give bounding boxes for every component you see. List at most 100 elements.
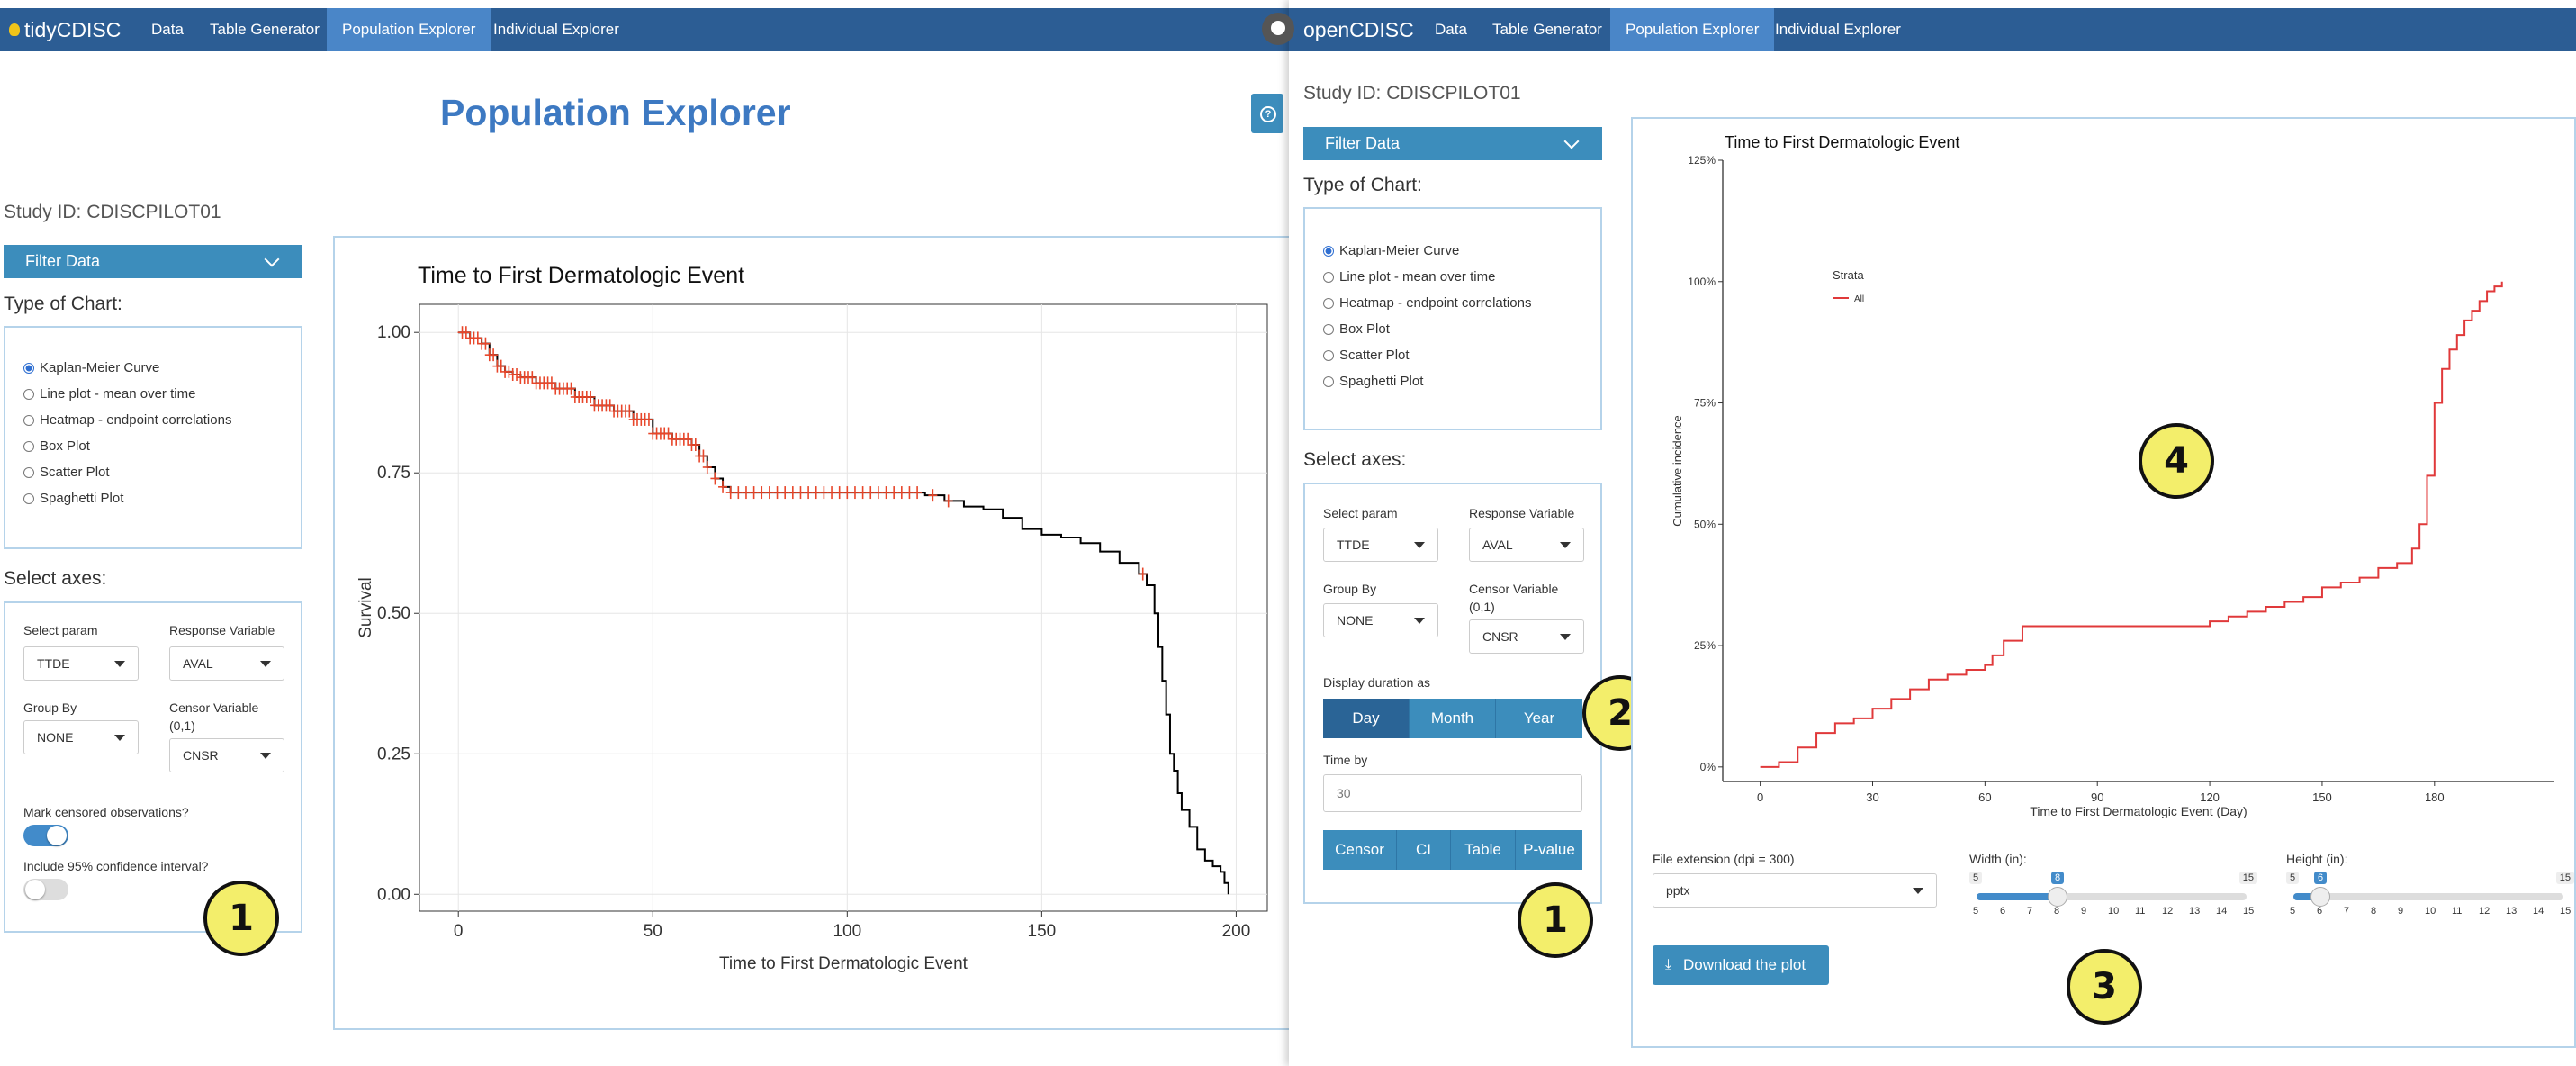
duration-day-button[interactable]: Day (1323, 699, 1410, 738)
x-tick-label: 200 (1222, 922, 1251, 941)
left-radio-box-plot[interactable]: Box Plot (23, 438, 90, 454)
y-tick-label: 0.25 (377, 745, 410, 763)
annotation-badge-1-right: 1 (1518, 882, 1593, 958)
radio-icon (23, 493, 34, 504)
caret-down-icon (260, 661, 271, 667)
left-radio-spaghetti-plot[interactable]: Spaghetti Plot (23, 491, 123, 506)
left-response-select[interactable]: AVAL (169, 646, 284, 681)
duration-month-button[interactable]: Month (1410, 699, 1496, 738)
left-censor-select[interactable]: CNSR (169, 738, 284, 772)
right-navbar: openCDISC Data Table Generator Populatio… (1289, 8, 2576, 51)
annotation-badge-1-left: 1 (203, 881, 279, 956)
slider-tick-label: 8 (2371, 906, 2377, 917)
slider-tick-label: 12 (2162, 906, 2174, 917)
slider-min-label: 5 (1969, 872, 1983, 884)
slider-handle[interactable] (2048, 887, 2067, 907)
annotation-badge-3: 3 (2067, 949, 2142, 1025)
download-plot-button[interactable]: ⤓ Download the plot (1653, 945, 1829, 985)
left-study-id: Study ID: CDISCPILOT01 (4, 202, 221, 222)
right-select-param[interactable]: TTDE (1323, 528, 1438, 562)
time-by-input[interactable]: 30 (1323, 774, 1582, 812)
duration-button-group: Day Month Year (1323, 699, 1582, 738)
right-radio-line-plot[interactable]: Line plot - mean over time (1323, 269, 1495, 285)
left-navbar: tidyCDISC Data Table Generator Populatio… (0, 8, 1289, 51)
right-nav-population-explorer[interactable]: Population Explorer (1610, 8, 1775, 51)
left-radio-kaplan-meier[interactable]: Kaplan-Meier Curve (23, 360, 159, 375)
left-ci-toggle[interactable] (23, 879, 68, 900)
right-nav-table-generator[interactable]: Table Generator (1492, 21, 1602, 38)
right-radio-scatter-plot[interactable]: Scatter Plot (1323, 348, 1410, 363)
y-axis-title: Cumulative incidence (1671, 415, 1684, 527)
legend-title: Strata (1833, 268, 1864, 282)
plot-area (419, 303, 1268, 912)
height-slider[interactable]: 5 15 6 5 6 7 8 9 10 11 12 13 14 15 (2286, 872, 2574, 926)
right-censor-select[interactable]: CNSR (1469, 619, 1584, 654)
right-radio-spaghetti-plot[interactable]: Spaghetti Plot (1323, 374, 1423, 389)
x-tick-label: 0 (454, 922, 464, 941)
left-filter-data-bar[interactable]: Filter Data (4, 245, 302, 278)
slider-max-label: 15 (2238, 872, 2257, 884)
right-nav-individual-explorer[interactable]: Individual Explorer (1775, 21, 1901, 38)
censor-button[interactable]: Censor (1323, 830, 1397, 870)
left-nav-individual-explorer[interactable]: Individual Explorer (493, 21, 619, 38)
radio-label: Box Plot (1339, 321, 1390, 337)
slider-tick-label: 6 (2000, 906, 2006, 917)
left-radio-line-plot[interactable]: Line plot - mean over time (23, 386, 195, 402)
right-radio-box-plot[interactable]: Box Plot (1323, 321, 1390, 337)
right-duration-label: Display duration as (1323, 675, 1431, 690)
width-label: Width (in): (1969, 852, 2027, 866)
left-group-by-select[interactable]: NONE (23, 720, 139, 754)
radio-icon (1323, 376, 1334, 387)
right-select-param-label: Select param (1323, 506, 1398, 520)
left-radio-heatmap[interactable]: Heatmap - endpoint correlations (23, 412, 231, 428)
right-filter-data-bar[interactable]: Filter Data (1303, 127, 1602, 160)
slider-value-label: 8 (2051, 872, 2065, 884)
right-brand[interactable]: openCDISC (1303, 18, 1414, 41)
caret-down-icon (114, 735, 125, 741)
right-nav-data[interactable]: Data (1435, 21, 1467, 38)
bulb-logo-icon (9, 23, 20, 36)
y-tick-label: 25% (1694, 639, 1716, 652)
chart-title: Time to First Dermatologic Event (418, 263, 744, 288)
right-radio-kaplan-meier[interactable]: Kaplan-Meier Curve (1323, 243, 1459, 258)
left-nav-table-generator[interactable]: Table Generator (210, 21, 320, 38)
radio-icon (23, 415, 34, 426)
left-mark-censored-toggle[interactable] (23, 825, 68, 846)
select-value: pptx (1666, 883, 1690, 898)
slider-handle[interactable] (2310, 887, 2330, 907)
radio-label: Scatter Plot (40, 465, 110, 480)
slider-tick-label: 10 (2425, 906, 2436, 917)
left-chart-type-heading: Type of Chart: (4, 294, 122, 314)
slider-tick-label: 13 (2189, 906, 2201, 917)
github-icon[interactable] (1262, 13, 1294, 45)
slider-tick-label: 5 (2290, 906, 2296, 917)
left-brand[interactable]: tidyCDISC (24, 18, 122, 41)
radio-label: Line plot - mean over time (40, 386, 196, 402)
slider-track (1977, 893, 2247, 900)
ci-button[interactable]: CI (1397, 830, 1451, 870)
chevron-down-icon (1563, 133, 1580, 149)
right-group-by-select[interactable]: NONE (1323, 603, 1438, 637)
left-select-param[interactable]: TTDE (23, 646, 139, 681)
y-tick-label: 0.75 (377, 464, 410, 483)
right-response-select[interactable]: AVAL (1469, 528, 1584, 562)
slider-tick-label: 9 (2398, 906, 2404, 917)
help-button[interactable]: ? (1251, 94, 1283, 133)
duration-year-button[interactable]: Year (1496, 699, 1582, 738)
file-ext-select[interactable]: pptx (1653, 873, 1937, 908)
slider-tick-label: 13 (2506, 906, 2517, 917)
github-octocat-shape (1271, 21, 1285, 35)
table-button[interactable]: Table (1451, 830, 1516, 870)
km-chart: 0 50 100 150 200 0.00 0.25 0.50 0.75 1.00 Time to … (356, 263, 1268, 973)
p-value-button[interactable]: P-value (1516, 830, 1582, 870)
right-radio-heatmap[interactable]: Heatmap - endpoint correlations (1323, 295, 1531, 311)
left-censor-label: Censor Variable (169, 700, 259, 715)
page-title: Population Explorer (440, 92, 791, 133)
left-nav-data[interactable]: Data (151, 21, 184, 38)
slider-tick-label: 7 (2344, 906, 2350, 917)
left-radio-scatter-plot[interactable]: Scatter Plot (23, 465, 110, 480)
width-slider[interactable]: 5 15 8 5 6 7 8 9 10 11 12 13 14 15 (1969, 872, 2257, 926)
slider-tick-label: 5 (1973, 906, 1979, 917)
left-nav-population-explorer[interactable]: Population Explorer (327, 8, 491, 51)
question-circle-icon: ? (1260, 106, 1276, 122)
